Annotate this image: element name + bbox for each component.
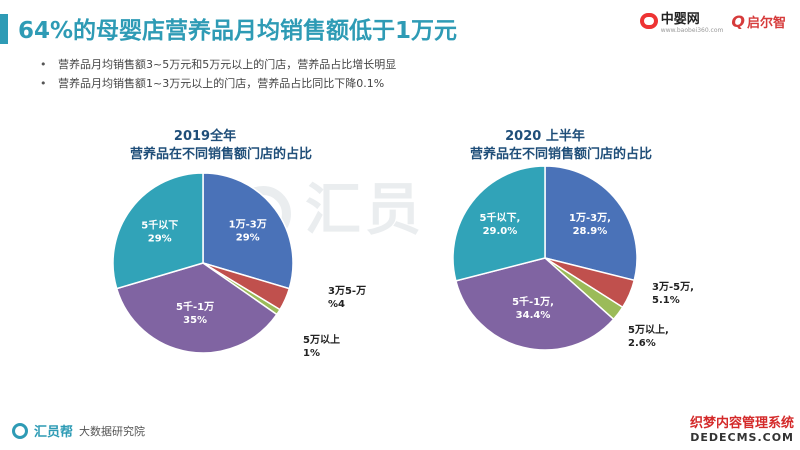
bullet-item: 营养品月均销售额3~5万元和5万元以上的门店，营养品占比增长明显 (40, 55, 396, 74)
pie-slice (454, 257, 615, 351)
pie-slice-label: 5千以下, 29.0% (480, 211, 521, 237)
footer: 汇员帮 大数据研究院 (12, 421, 145, 440)
pie-slice-label: 5万以上, 2.6% (628, 323, 669, 349)
pie-slice-label: 5千-1万, 34.4% (512, 295, 554, 321)
zhongying-logo-text: 中婴网 (660, 12, 700, 27)
chart-title-2019-sub: 营养品在不同销售额门店的占比 (130, 147, 313, 162)
partner-logos: 中婴网 www.baobei360.com Q 启尔智 (639, 8, 786, 34)
corner-watermark-line2: DEDECMS.COM (690, 431, 794, 444)
zhongying-logo-url: www.baobei360.com (660, 27, 724, 34)
title-accent-bar (0, 14, 8, 44)
chart-title-2020-main: 2020 上半年 (505, 129, 585, 144)
qier-logo: Q 启尔智 (731, 12, 786, 31)
huiyuanbang-logo-icon (12, 422, 28, 439)
bullet-item: 营养品月均销售额1~3万元以上的门店，营养品占比同比下降0.1% (40, 74, 396, 93)
corner-watermark-line1: 织梦内容管理系统 (689, 416, 794, 431)
pie-slice-label: 1万-3万, 28.9% (569, 212, 611, 237)
summary-bullets: 营养品月均销售额3~5万元和5万元以上的门店，营养品占比增长明显 营养品月均销售… (40, 55, 396, 93)
pie-slice-label: 1万-3万 29% (229, 219, 267, 244)
pie-slice-label: 5万以上 1% (303, 333, 340, 359)
pie-slice (202, 172, 294, 290)
chart-title-2019: 2019全年 营养品在不同销售额门店的占比 (130, 128, 313, 164)
pie-slice-label: 3万5-万%4 (328, 285, 366, 310)
pie-slice (452, 165, 546, 282)
pie-slice (115, 262, 278, 354)
pie-slice-label: 3万-5万, 5.1% (652, 281, 694, 306)
chart-title-2019-main: 2019全年 (173, 129, 237, 144)
page-title: 64%的母婴店营养品月均销售额低于1万元 (18, 18, 458, 44)
chart-title-2020: 2020 上半年 营养品在不同销售额门店的占比 (470, 128, 653, 164)
pie-slice (544, 165, 638, 282)
watermark-text: 汇员 (305, 178, 425, 243)
pie-slice-label: 5千-1万 35% (176, 300, 214, 326)
footer-sub: 大数据研究院 (79, 424, 146, 438)
zhongying-logo: 中婴网 www.baobei360.com (639, 8, 724, 34)
footer-brand: 汇员帮 (34, 425, 74, 440)
corner-watermark: 织梦内容管理系统 DEDECMS.COM (689, 412, 794, 444)
qier-logo-icon: Q (731, 11, 745, 31)
qier-logo-text: 启尔智 (746, 15, 786, 31)
zhongying-logo-icon (639, 13, 658, 29)
chart-title-2020-sub: 营养品在不同销售额门店的占比 (470, 147, 653, 162)
pie-slice-label: 5千以下 29% (141, 219, 178, 245)
pie-slice (112, 172, 204, 290)
